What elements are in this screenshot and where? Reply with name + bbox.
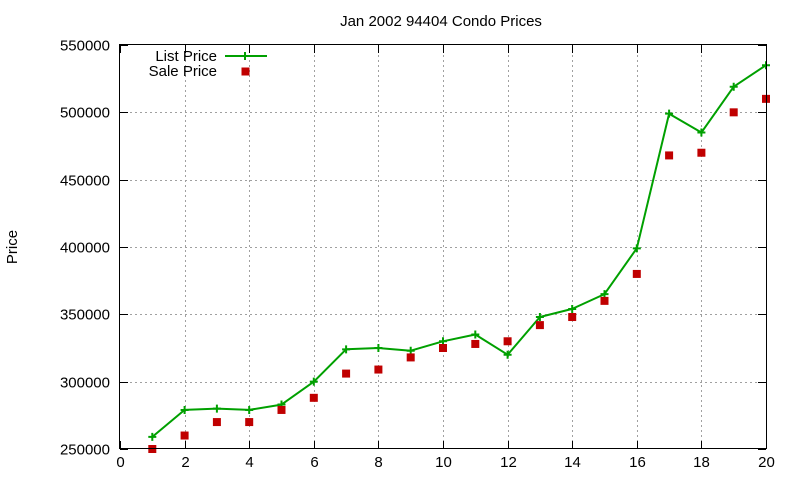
x-tick-label: 12: [500, 454, 517, 471]
y-tick-label: 400000: [60, 240, 110, 257]
y-tick-label: 300000: [60, 375, 110, 392]
sale-price-point: [277, 405, 286, 414]
x-tick-label: 6: [310, 454, 318, 471]
y-tick-label: 250000: [60, 442, 110, 459]
plot-area: [148, 61, 770, 453]
list-price-point: [697, 128, 706, 137]
list-price-point: [632, 244, 641, 253]
sale-price-point: [600, 296, 609, 305]
y-tick-label: 500000: [60, 105, 110, 122]
legend-label-sale-price: Sale Price: [149, 63, 217, 80]
legend-marker-list-price: [241, 52, 249, 60]
x-tick-label: 20: [758, 454, 775, 471]
x-tick-label: 2: [181, 454, 189, 471]
list-price-point: [342, 345, 351, 354]
axis-ticks: 250000 300000 350000 400000 450000 500000 5500…: [60, 38, 775, 472]
sale-price-point: [471, 339, 480, 348]
sale-price-point: [568, 313, 577, 322]
x-tick-label: 14: [564, 454, 581, 471]
list-price-point: [568, 304, 577, 313]
list-price-point: [309, 377, 318, 386]
sale-price-point: [729, 108, 738, 117]
legend-label-list-price: List Price: [155, 48, 217, 65]
list-price-point: [535, 313, 544, 322]
sale-price-point: [439, 344, 447, 352]
sale-price-point: [180, 431, 189, 440]
chart-title: Jan 2002 94404 Condo Prices: [340, 13, 542, 30]
y-axis-label: Price: [4, 230, 21, 264]
sale-price-point: [309, 393, 318, 402]
x-tick-label: 16: [629, 454, 646, 471]
plot-border: [119, 44, 767, 449]
list-price-point: [439, 337, 447, 346]
sale-price-point: [503, 337, 512, 346]
y-tick-label: 550000: [60, 38, 110, 55]
sale-price-point: [535, 321, 544, 330]
list-price-point: [374, 344, 383, 352]
sale-price-point: [665, 151, 674, 160]
list-price-point: [406, 346, 415, 355]
sale-price-point: [697, 148, 706, 157]
x-tick-label: 8: [374, 454, 382, 471]
legend-marker-sale-price: [241, 67, 250, 76]
x-tick-label: 0: [116, 454, 124, 471]
list-price-point: [212, 404, 221, 413]
y-tick-label: 350000: [60, 307, 110, 324]
sale-price-point: [632, 269, 641, 278]
sale-price-point: [212, 418, 221, 427]
list-price-point: [471, 330, 480, 339]
list-price-point: [503, 350, 512, 359]
list-price-point: [600, 290, 609, 299]
sale-price-point: [245, 418, 254, 427]
x-tick-label: 4: [245, 454, 253, 471]
list-price-line: [151, 64, 767, 438]
sale-price-point: [406, 353, 415, 362]
y-tick-label: 450000: [60, 173, 110, 190]
x-tick-label: 10: [435, 454, 452, 471]
list-price-point: [148, 432, 157, 441]
list-price-point: [729, 82, 738, 91]
sale-price-point: [374, 365, 383, 374]
list-price-point: [245, 405, 254, 414]
list-price-point: [665, 109, 674, 118]
sale-price-point: [342, 369, 351, 378]
x-tick-label: 18: [693, 454, 710, 471]
legend: List Price Sale Price: [149, 48, 267, 80]
grid: [120, 45, 766, 449]
list-price-point: [180, 405, 189, 414]
